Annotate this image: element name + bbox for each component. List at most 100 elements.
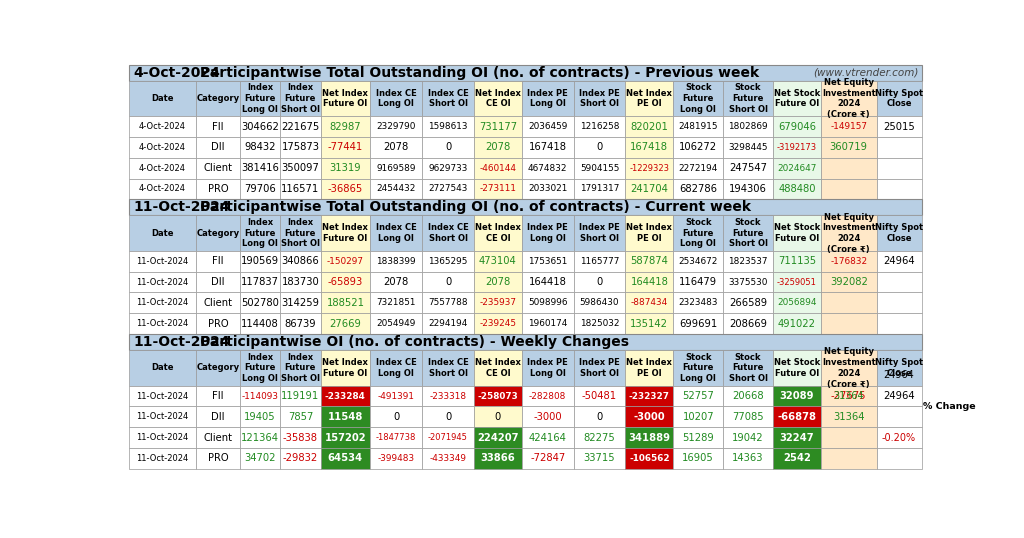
Bar	[674, 216, 723, 251]
Text: 116571: 116571	[282, 184, 319, 194]
Bar	[626, 158, 674, 179]
Text: Participantwise OI (no. of contracts) - Weekly Changes: Participantwise OI (no. of contracts) - …	[200, 335, 629, 349]
Text: 266589: 266589	[729, 298, 767, 308]
Bar	[626, 81, 674, 116]
Bar	[129, 216, 196, 251]
Text: Index
Future
Short OI: Index Future Short OI	[281, 218, 319, 249]
Bar	[281, 406, 321, 427]
Text: 2078: 2078	[384, 277, 409, 287]
Bar	[422, 386, 474, 406]
Text: 682786: 682786	[679, 184, 717, 194]
Bar	[674, 179, 723, 199]
Text: 25015: 25015	[883, 122, 915, 132]
Text: 11-Oct-2024: 11-Oct-2024	[136, 299, 188, 307]
Text: Stock
Future
Short OI: Stock Future Short OI	[729, 83, 768, 114]
Text: 33866: 33866	[480, 454, 515, 463]
Bar	[626, 313, 674, 334]
Text: 502780: 502780	[242, 298, 280, 308]
Text: 350097: 350097	[282, 163, 319, 173]
Bar	[422, 158, 474, 179]
Bar	[474, 158, 522, 179]
Text: 0: 0	[444, 412, 452, 422]
Bar	[474, 272, 522, 293]
Bar	[422, 313, 474, 334]
Bar	[129, 313, 196, 334]
Bar	[723, 350, 773, 386]
Text: 32089: 32089	[779, 391, 814, 401]
Text: 82275: 82275	[584, 433, 615, 443]
Bar	[371, 137, 422, 158]
Bar	[196, 216, 240, 251]
Text: 79706: 79706	[245, 184, 276, 194]
Bar	[522, 386, 573, 406]
Bar	[321, 406, 371, 427]
Text: 24964: 24964	[884, 391, 914, 401]
Text: Index CE
Long OI: Index CE Long OI	[376, 89, 417, 108]
Text: Index CE
Short OI: Index CE Short OI	[428, 358, 468, 378]
Bar	[240, 216, 281, 251]
Bar	[626, 427, 674, 448]
Text: 11-Oct-2024: 11-Oct-2024	[133, 335, 230, 349]
Text: 1365295: 1365295	[428, 257, 468, 266]
Text: 116479: 116479	[679, 277, 717, 287]
Text: 679046: 679046	[778, 122, 816, 132]
Text: Nifty Spot
Close: Nifty Spot Close	[876, 358, 923, 378]
Bar	[474, 137, 522, 158]
Text: 0: 0	[393, 412, 399, 422]
Bar	[321, 293, 371, 313]
Bar	[196, 179, 240, 199]
Bar	[821, 406, 877, 427]
Text: 11-Oct-2024: 11-Oct-2024	[133, 200, 230, 215]
Text: Net Index
PE OI: Net Index PE OI	[627, 223, 673, 243]
Bar	[129, 179, 196, 199]
Bar	[674, 272, 723, 293]
Bar	[371, 179, 422, 199]
Text: Stock
Future
Short OI: Stock Future Short OI	[729, 218, 768, 249]
Text: 24964: 24964	[884, 370, 914, 380]
Bar	[573, 350, 626, 386]
Text: 2078: 2078	[485, 143, 511, 152]
Bar	[877, 81, 922, 116]
Text: Index
Future
Long OI: Index Future Long OI	[243, 83, 279, 114]
Text: -114093: -114093	[242, 392, 279, 401]
Text: Index
Future
Short OI: Index Future Short OI	[281, 353, 319, 383]
Text: Net Index
PE OI: Net Index PE OI	[627, 358, 673, 378]
Bar	[773, 137, 821, 158]
Text: PRO: PRO	[208, 184, 228, 194]
Bar	[877, 350, 922, 386]
Bar	[773, 386, 821, 406]
Text: 1960174: 1960174	[528, 319, 567, 328]
Text: Net Equity
Investment
2024
(Crore ₹): Net Equity Investment 2024 (Crore ₹)	[822, 78, 876, 119]
Text: 175873: 175873	[282, 143, 319, 152]
Text: 11548: 11548	[328, 412, 364, 422]
Text: 711135: 711135	[778, 256, 816, 266]
Text: Stock
Future
Long OI: Stock Future Long OI	[680, 83, 716, 114]
Text: 4674832: 4674832	[528, 164, 567, 173]
Bar	[474, 406, 522, 427]
Text: 0: 0	[495, 412, 501, 422]
Bar	[723, 427, 773, 448]
Bar	[371, 427, 422, 448]
Text: -36865: -36865	[328, 184, 364, 194]
Bar	[321, 179, 371, 199]
Bar	[773, 179, 821, 199]
Bar	[196, 293, 240, 313]
Bar	[474, 179, 522, 199]
Bar	[522, 179, 573, 199]
Bar	[474, 216, 522, 251]
Bar	[474, 313, 522, 334]
Bar	[129, 334, 922, 350]
Bar	[129, 199, 922, 216]
Bar	[422, 81, 474, 116]
Bar	[674, 251, 723, 272]
Bar	[821, 81, 877, 116]
Bar	[321, 158, 371, 179]
Bar	[626, 293, 674, 313]
Text: 2054949: 2054949	[377, 319, 416, 328]
Text: % Change: % Change	[924, 402, 976, 411]
Text: 64534: 64534	[328, 454, 362, 463]
Bar	[877, 313, 922, 334]
Text: 4-Oct-2024: 4-Oct-2024	[133, 66, 220, 80]
Bar	[474, 116, 522, 137]
Bar	[773, 251, 821, 272]
